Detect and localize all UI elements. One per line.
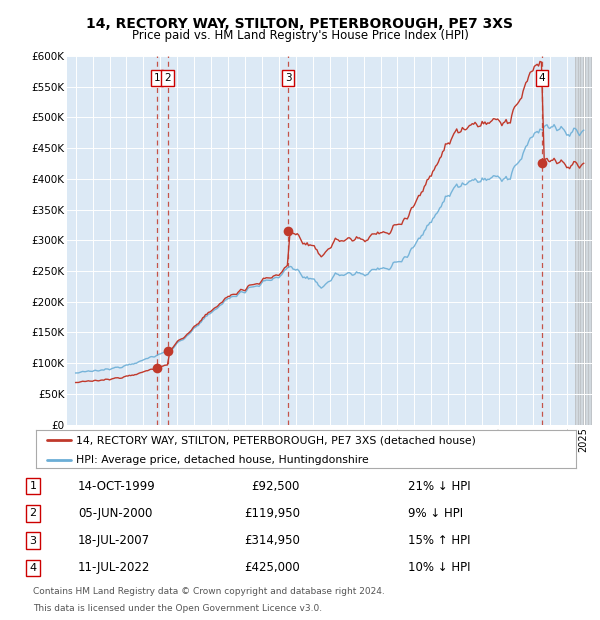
Text: 2: 2 (29, 508, 37, 518)
Text: 10% ↓ HPI: 10% ↓ HPI (408, 562, 470, 574)
Text: £314,950: £314,950 (244, 534, 300, 547)
Text: 9% ↓ HPI: 9% ↓ HPI (408, 507, 463, 520)
Text: 14-OCT-1999: 14-OCT-1999 (78, 480, 156, 492)
Text: 15% ↑ HPI: 15% ↑ HPI (408, 534, 470, 547)
Text: 4: 4 (29, 563, 37, 573)
Text: 3: 3 (29, 536, 37, 546)
Text: 2: 2 (164, 73, 171, 83)
Text: 21% ↓ HPI: 21% ↓ HPI (408, 480, 470, 492)
Text: This data is licensed under the Open Government Licence v3.0.: This data is licensed under the Open Gov… (33, 603, 322, 613)
Text: £92,500: £92,500 (251, 480, 300, 492)
Text: 1: 1 (29, 481, 37, 491)
Text: 11-JUL-2022: 11-JUL-2022 (78, 562, 151, 574)
Bar (575, 56, 592, 425)
Text: HPI: Average price, detached house, Huntingdonshire: HPI: Average price, detached house, Hunt… (77, 454, 369, 464)
Text: 05-JUN-2000: 05-JUN-2000 (78, 507, 152, 520)
Text: 14, RECTORY WAY, STILTON, PETERBOROUGH, PE7 3XS (detached house): 14, RECTORY WAY, STILTON, PETERBOROUGH, … (77, 435, 476, 445)
Text: 3: 3 (285, 73, 292, 83)
Text: £425,000: £425,000 (244, 562, 300, 574)
Text: Price paid vs. HM Land Registry's House Price Index (HPI): Price paid vs. HM Land Registry's House … (131, 29, 469, 42)
Text: 1: 1 (154, 73, 160, 83)
Text: 4: 4 (539, 73, 545, 83)
Text: 14, RECTORY WAY, STILTON, PETERBOROUGH, PE7 3XS: 14, RECTORY WAY, STILTON, PETERBOROUGH, … (86, 17, 514, 32)
Text: 18-JUL-2007: 18-JUL-2007 (78, 534, 150, 547)
Text: £119,950: £119,950 (244, 507, 300, 520)
Text: Contains HM Land Registry data © Crown copyright and database right 2024.: Contains HM Land Registry data © Crown c… (33, 587, 385, 596)
